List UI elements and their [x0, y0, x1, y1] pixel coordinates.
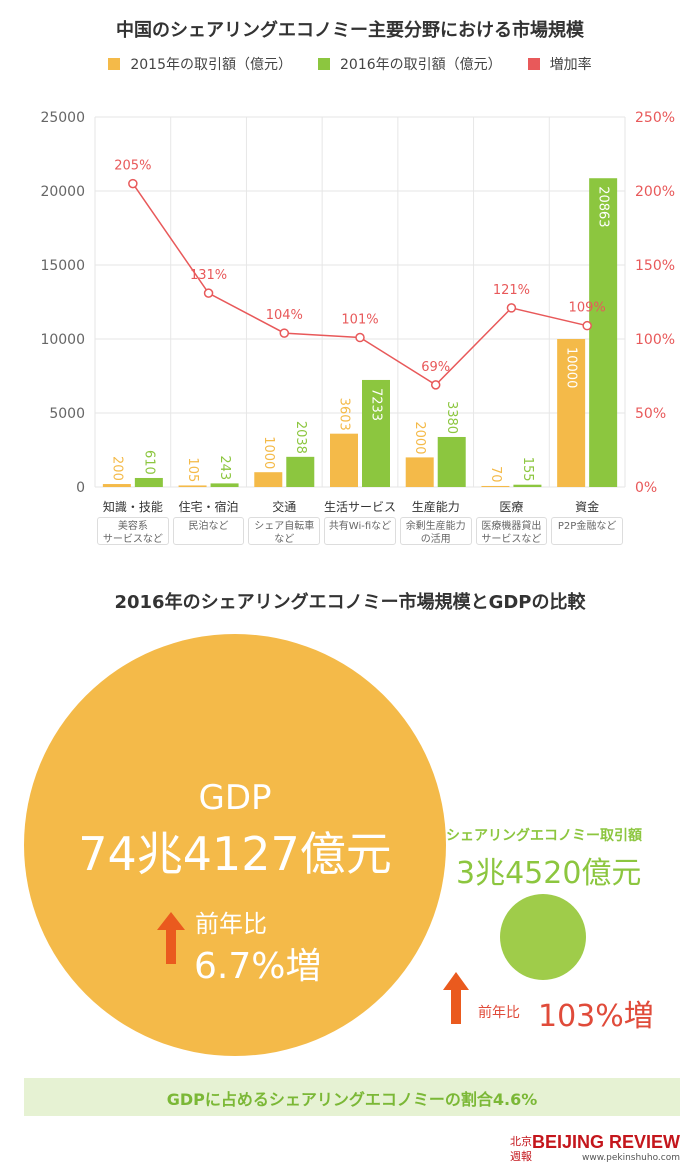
y2-tick-label: 50%: [635, 406, 666, 422]
bar-2016: [134, 477, 163, 487]
growth-point: [582, 320, 592, 331]
growth-point: [128, 178, 138, 189]
y-tick-label: 20000: [40, 184, 85, 200]
legend-swatch-2015: [108, 58, 121, 70]
gdp-circle: [24, 634, 446, 1056]
ratio-text: GDPに占めるシェアリングエコノミーの割合4.6%: [166, 1090, 538, 1109]
bar-value-label: 2038: [293, 421, 308, 454]
category-label: 知識・技能: [102, 500, 163, 514]
sharing-circle: [500, 894, 586, 980]
bar-value-label: 3603: [337, 398, 352, 431]
category-label: 生産能力: [411, 500, 460, 514]
growth-point: [203, 288, 214, 298]
gdp-yoy-label: 前年比: [195, 910, 267, 938]
bar-value-label: 243: [217, 455, 232, 480]
growth-point: [430, 380, 441, 390]
legend-swatch-growth: [527, 58, 540, 70]
bar-value-label: 200: [109, 456, 124, 481]
ratio-banner: [24, 1078, 680, 1116]
sharing-label: シェアリングエコノミー取引額: [446, 828, 642, 844]
y-tick-label: 15000: [40, 258, 85, 274]
y-tick-label: 10000: [40, 332, 85, 348]
bar-value-label: 105: [185, 457, 200, 482]
bar-2015: [330, 433, 358, 487]
sharing-value: 3兆4520億元: [456, 856, 642, 891]
category-label: 交通: [272, 500, 297, 514]
category-label: 資金: [575, 500, 600, 514]
chart-title: 中国のシェアリングエコノミー主要分野における市場規模: [116, 20, 584, 41]
bar-2015: [178, 485, 207, 487]
legend-item-2015: 2015年の取引額（億元）: [108, 54, 292, 74]
bar-2016: [437, 436, 466, 487]
bar-2016: [210, 483, 239, 487]
growth-label: 109%: [569, 301, 606, 316]
brand-name: BEIJING REVIEW: [531, 1132, 680, 1152]
bar-value-label: 10000: [564, 347, 579, 388]
growth-point: [355, 332, 365, 343]
category-note: 民泊など: [172, 517, 245, 545]
up-arrow-icon: [443, 972, 469, 1024]
category-label: 生活サービス: [323, 500, 396, 514]
bar-value-label: 1000: [261, 436, 276, 469]
y-tick-label: 25000: [40, 110, 85, 126]
bar-value-label: 610: [141, 450, 156, 475]
y2-tick-label: 100%: [635, 332, 675, 348]
brand-url: www.pekinshuho.com: [581, 1153, 680, 1163]
bar-2015: [481, 485, 510, 487]
category-note: 医療機器貸出 サービスなど: [475, 517, 548, 545]
bar-value-label: 7233: [369, 388, 384, 421]
y2-tick-label: 150%: [635, 258, 675, 274]
category-note: 美容系 サービスなど: [97, 517, 169, 545]
bar-2016: [513, 484, 542, 487]
legend-label-2016: 2016年の取引額（億元）: [340, 57, 502, 73]
category-note: P2P金融など: [551, 517, 623, 545]
sharing-yoy-label: 前年比: [478, 1005, 520, 1021]
bar-2016: [362, 379, 390, 487]
up-arrow-icon: [157, 912, 185, 964]
category-note: 余剰生産能力 の活用: [399, 517, 472, 545]
legend-label-2015: 2015年の取引額（億元）: [130, 57, 292, 73]
growth-label: 121%: [493, 283, 530, 298]
y-tick-label: 0: [76, 480, 85, 496]
bar-2015: [557, 339, 586, 487]
growth-point: [279, 328, 290, 338]
bar-line-chart: 0 5000 10000 15000 20000 25000 0% 50% 100% 150% 20…: [40, 110, 675, 496]
brand-seal-logo: 北京 週報: [510, 1135, 532, 1163]
growth-label: 205%: [114, 159, 151, 174]
bar-value-label: 20863: [596, 186, 611, 227]
bar-2015: [102, 484, 131, 487]
sharing-yoy-value: 103%増: [538, 999, 654, 1034]
comparison-title: 2016年のシェアリングエコノミー市場規模とGDPの比較: [114, 592, 586, 613]
y2-tick-label: 250%: [635, 110, 675, 126]
bar-value-label: 70: [488, 466, 503, 483]
bar-value-label: 2000: [412, 421, 427, 454]
category-note: 共有Wi-fiなど: [324, 517, 396, 545]
legend-swatch-2016: [318, 58, 330, 70]
bar-value-label: 155: [520, 457, 535, 482]
y2-tick-label: 200%: [635, 184, 675, 200]
gdp-label: GDP: [198, 778, 272, 818]
legend-item-2016: 2016年の取引額（億元）: [318, 54, 502, 74]
legend-label-growth: 増加率: [549, 57, 592, 73]
bar-2015: [405, 457, 434, 487]
category-note: シェア自転車 など: [248, 517, 321, 545]
growth-label: 101%: [341, 313, 378, 328]
y2-tick-label: 0%: [635, 480, 657, 496]
bar-2016: [286, 456, 315, 487]
y-tick-label: 5000: [49, 406, 85, 422]
gdp-yoy-value: 6.7%増: [194, 946, 322, 987]
legend-item-growth: 増加率: [527, 54, 592, 74]
growth-point: [506, 303, 517, 313]
category-label: 医療: [499, 500, 524, 514]
brand-logo: BEIJING REVIEW www.pekinshuho.com: [532, 1132, 680, 1163]
growth-label: 69%: [421, 360, 450, 375]
category-label: 住宅・宿泊: [178, 500, 239, 514]
bar-2015: [254, 472, 283, 487]
growth-label: 131%: [190, 268, 227, 283]
bar-value-label: 3380: [444, 401, 459, 434]
growth-label: 104%: [266, 308, 303, 323]
gdp-value: 74兆4127億元: [78, 827, 392, 881]
bar-2016: [589, 178, 618, 487]
legend: 2015年の取引額（億元） 2016年の取引額（億元） 増加率: [0, 54, 700, 74]
